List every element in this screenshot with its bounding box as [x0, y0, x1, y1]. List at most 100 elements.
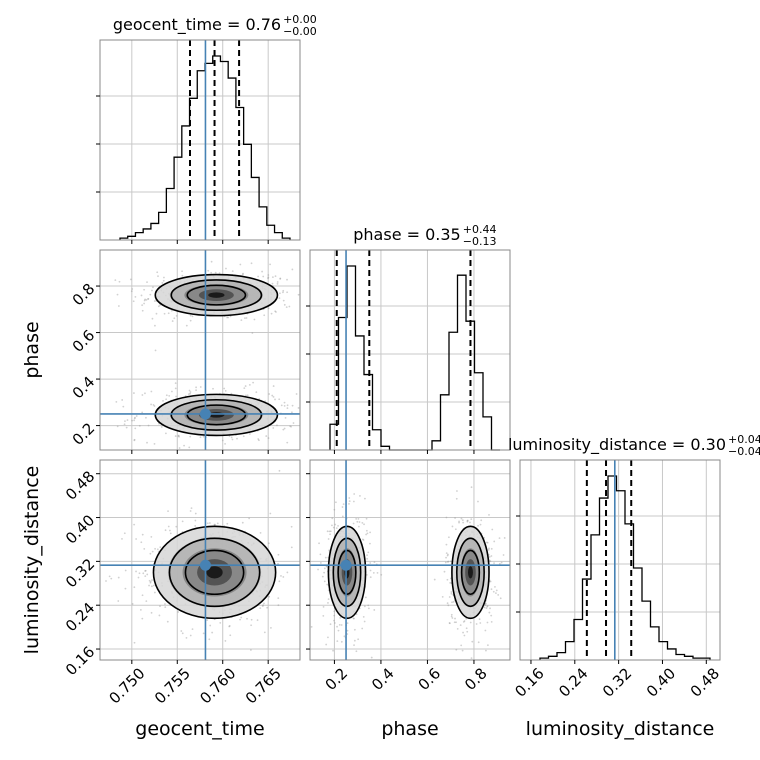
- sample-point: [262, 604, 264, 607]
- axes-frame: [99, 39, 301, 241]
- panel-title-minus: −0.13: [463, 235, 497, 248]
- contour-line: [186, 404, 247, 426]
- sample-point: [465, 627, 468, 630]
- sample-point: [282, 289, 285, 292]
- sample-point: [174, 387, 177, 390]
- y-tick-label: 0.6: [69, 326, 99, 356]
- sample-point: [326, 530, 329, 533]
- sample-point: [163, 312, 166, 315]
- sample-point: [177, 435, 180, 437]
- sample-point: [333, 610, 336, 613]
- sample-point: [207, 269, 210, 272]
- sample-point: [462, 620, 465, 623]
- sample-point: [177, 434, 180, 437]
- sample-point: [181, 270, 183, 273]
- sample-point: [267, 277, 269, 280]
- contour-line: [170, 398, 263, 431]
- sample-point: [248, 517, 251, 520]
- sample-point: [470, 486, 473, 489]
- sample-point: [365, 517, 368, 520]
- sample-point: [362, 615, 365, 618]
- sample-point: [445, 552, 448, 554]
- sample-point: [210, 260, 213, 263]
- sample-point: [295, 393, 298, 395]
- sample-point: [257, 438, 260, 440]
- contour-line: [460, 549, 481, 596]
- sample-point: [250, 624, 253, 627]
- sample-point: [356, 520, 359, 523]
- sample-point: [450, 615, 453, 618]
- sample-point: [286, 571, 289, 574]
- sample-point: [346, 622, 349, 625]
- sample-point: [116, 293, 119, 296]
- density-level: [467, 566, 473, 579]
- sample-point: [177, 611, 180, 613]
- sample-point: [462, 521, 465, 524]
- sample-point: [452, 600, 455, 603]
- y-tick-label: 0.24: [62, 599, 98, 635]
- x-tick-label: 0.32: [599, 664, 635, 700]
- panel-title-minus: −0.04: [728, 445, 760, 458]
- sample-point: [211, 631, 214, 634]
- sample-point: [288, 305, 291, 308]
- sample-point: [267, 274, 270, 276]
- sample-point: [224, 442, 226, 445]
- sample-point: [154, 547, 156, 550]
- sample-point: [490, 555, 493, 557]
- sample-point: [129, 278, 132, 281]
- sample-point: [331, 524, 333, 527]
- hist-panel-phase: phase = 0.35 +0.44−0.13: [306, 223, 511, 454]
- sample-point: [460, 644, 463, 647]
- sample-point: [157, 305, 160, 308]
- sample-point: [490, 614, 493, 617]
- sample-point: [135, 538, 138, 540]
- sample-point: [135, 570, 137, 573]
- sample-point: [480, 519, 483, 522]
- sample-point: [228, 625, 231, 628]
- x-axis-label-phase: phase: [381, 718, 438, 740]
- sample-point: [272, 427, 275, 429]
- sample-point: [332, 649, 334, 652]
- sample-point: [443, 570, 446, 573]
- y-tick-label: 0.40: [62, 511, 98, 547]
- sample-point: [208, 522, 211, 524]
- sample-point: [167, 312, 170, 315]
- sample-point: [366, 532, 369, 535]
- sample-point: [189, 634, 192, 637]
- sample-point: [123, 423, 126, 426]
- sample-point: [291, 404, 294, 407]
- sample-point: [124, 420, 126, 423]
- sample-point: [364, 497, 366, 500]
- sample-point: [275, 311, 277, 313]
- sample-point: [495, 589, 498, 592]
- sample-point: [257, 275, 260, 278]
- sample-point: [337, 629, 340, 632]
- sample-point: [278, 580, 281, 583]
- sample-point: [497, 594, 500, 596]
- panel-title-plus: +0.04: [728, 433, 760, 446]
- sample-point: [241, 273, 244, 276]
- sample-point: [353, 639, 356, 642]
- sample-point: [271, 394, 274, 397]
- sample-point: [353, 628, 356, 631]
- sample-point: [369, 576, 372, 579]
- sample-point: [196, 465, 198, 467]
- sample-point: [499, 597, 502, 600]
- sample-point: [105, 580, 107, 582]
- sample-point: [223, 387, 226, 390]
- sample-point: [214, 271, 217, 274]
- sample-point: [306, 292, 308, 294]
- sample-point: [147, 297, 150, 300]
- x-tick-label: 0.24: [555, 664, 591, 700]
- sample-point: [450, 591, 453, 593]
- sample-point: [151, 585, 153, 588]
- sample-point: [133, 417, 136, 420]
- sample-point: [270, 626, 272, 629]
- sample-point: [108, 575, 111, 578]
- x-tick-label: 0.16: [511, 664, 547, 700]
- sample-point: [167, 510, 169, 512]
- sample-point: [141, 594, 144, 597]
- sample-point: [150, 611, 153, 614]
- contour-line: [152, 525, 277, 620]
- sample-point: [373, 609, 376, 611]
